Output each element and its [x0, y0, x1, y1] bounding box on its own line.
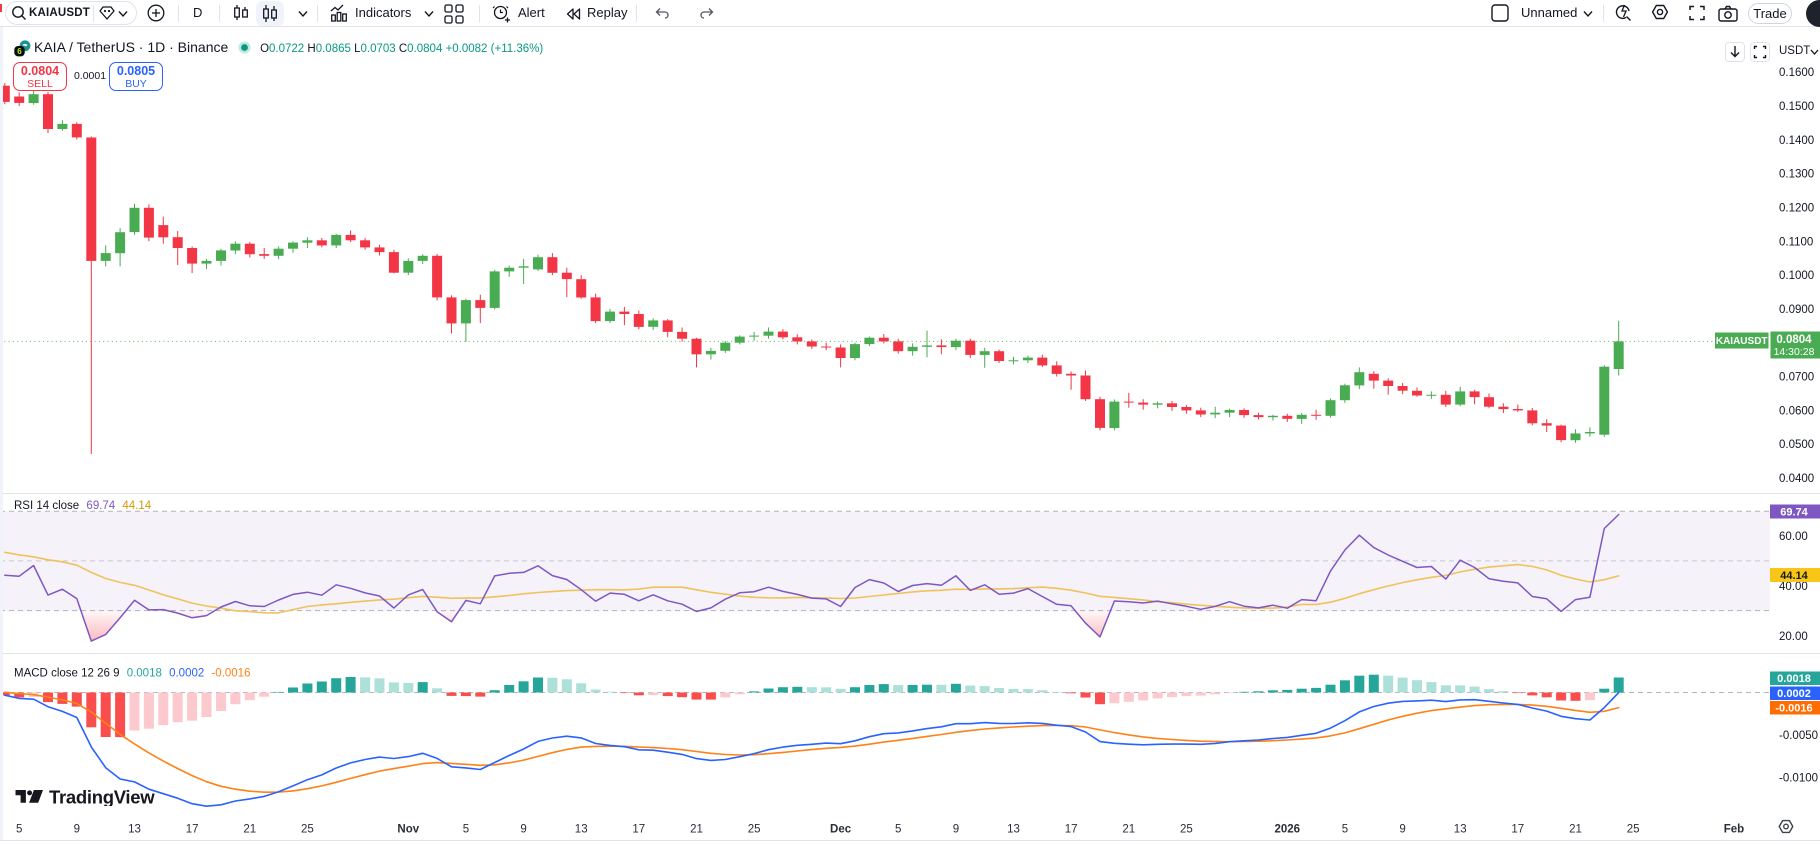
svg-text:0.0018: 0.0018 [1777, 673, 1811, 685]
svg-text:17: 17 [1065, 824, 1078, 836]
svg-text:0.0002: 0.0002 [1777, 688, 1811, 700]
svg-text:20.00: 20.00 [1779, 631, 1808, 643]
svg-text:13: 13 [1454, 824, 1467, 836]
svg-text:0.0804: 0.0804 [1776, 334, 1812, 346]
svg-text:25: 25 [1180, 824, 1193, 836]
svg-text:0.0400: 0.0400 [1779, 473, 1814, 485]
svg-text:17: 17 [186, 824, 199, 836]
svg-text:5: 5 [1342, 824, 1348, 836]
svg-text:17: 17 [632, 824, 645, 836]
svg-text:14:30:28: 14:30:28 [1774, 346, 1815, 358]
svg-text:17: 17 [1511, 824, 1524, 836]
svg-text:KAIAUSDT: KAIAUSDT [1716, 336, 1768, 347]
svg-text:Dec: Dec [830, 824, 852, 836]
svg-text:60.00: 60.00 [1779, 531, 1808, 543]
svg-text:0.1600: 0.1600 [1779, 67, 1814, 79]
svg-text:21: 21 [690, 824, 703, 836]
svg-text:25: 25 [301, 824, 314, 836]
svg-text:0.1300: 0.1300 [1779, 169, 1814, 181]
svg-text:69.74: 69.74 [1780, 507, 1808, 519]
svg-text:0.1200: 0.1200 [1779, 203, 1814, 215]
svg-text:RSI 14 close 69.74 44.14: RSI 14 close 69.74 44.14 [14, 500, 152, 512]
svg-text:0.0700: 0.0700 [1779, 372, 1814, 384]
svg-text:-0.0050: -0.0050 [1779, 730, 1818, 742]
svg-text:0.0900: 0.0900 [1779, 304, 1814, 316]
svg-text:0.1500: 0.1500 [1779, 101, 1814, 113]
svg-text:25: 25 [1627, 824, 1640, 836]
svg-text:40.00: 40.00 [1779, 581, 1808, 593]
svg-text:21: 21 [1122, 824, 1135, 836]
svg-text:13: 13 [128, 824, 141, 836]
svg-text:MACD close 12 26 9 0.0018 0.00: MACD close 12 26 9 0.0018 0.0002 -0.0016 [14, 668, 250, 680]
svg-text:9: 9 [520, 824, 526, 836]
svg-text:9: 9 [1399, 824, 1405, 836]
svg-text:6: 6 [17, 47, 22, 56]
svg-text:21: 21 [1569, 824, 1582, 836]
svg-text:-0.0016: -0.0016 [1775, 703, 1812, 715]
svg-text:21: 21 [243, 824, 256, 836]
svg-text:9: 9 [953, 824, 959, 836]
svg-text:13: 13 [1007, 824, 1020, 836]
svg-text:9: 9 [74, 824, 80, 836]
svg-text:5: 5 [463, 824, 469, 836]
svg-text:13: 13 [575, 824, 588, 836]
svg-text:0.1100: 0.1100 [1779, 236, 1813, 248]
svg-text:2026: 2026 [1275, 824, 1301, 836]
svg-text:0.0500: 0.0500 [1779, 439, 1814, 451]
svg-text:25: 25 [748, 824, 761, 836]
svg-text:Nov: Nov [397, 824, 419, 836]
svg-text:44.14: 44.14 [1780, 570, 1808, 582]
svg-text:TradingView: TradingView [49, 788, 155, 806]
svg-text:-0.0100: -0.0100 [1779, 773, 1818, 785]
svg-text:5: 5 [895, 824, 901, 836]
svg-text:5: 5 [16, 824, 22, 836]
svg-text:Feb: Feb [1724, 824, 1744, 836]
svg-text:0.1400: 0.1400 [1779, 135, 1814, 147]
svg-text:0.1000: 0.1000 [1779, 270, 1814, 282]
svg-text:0.0600: 0.0600 [1779, 405, 1814, 417]
